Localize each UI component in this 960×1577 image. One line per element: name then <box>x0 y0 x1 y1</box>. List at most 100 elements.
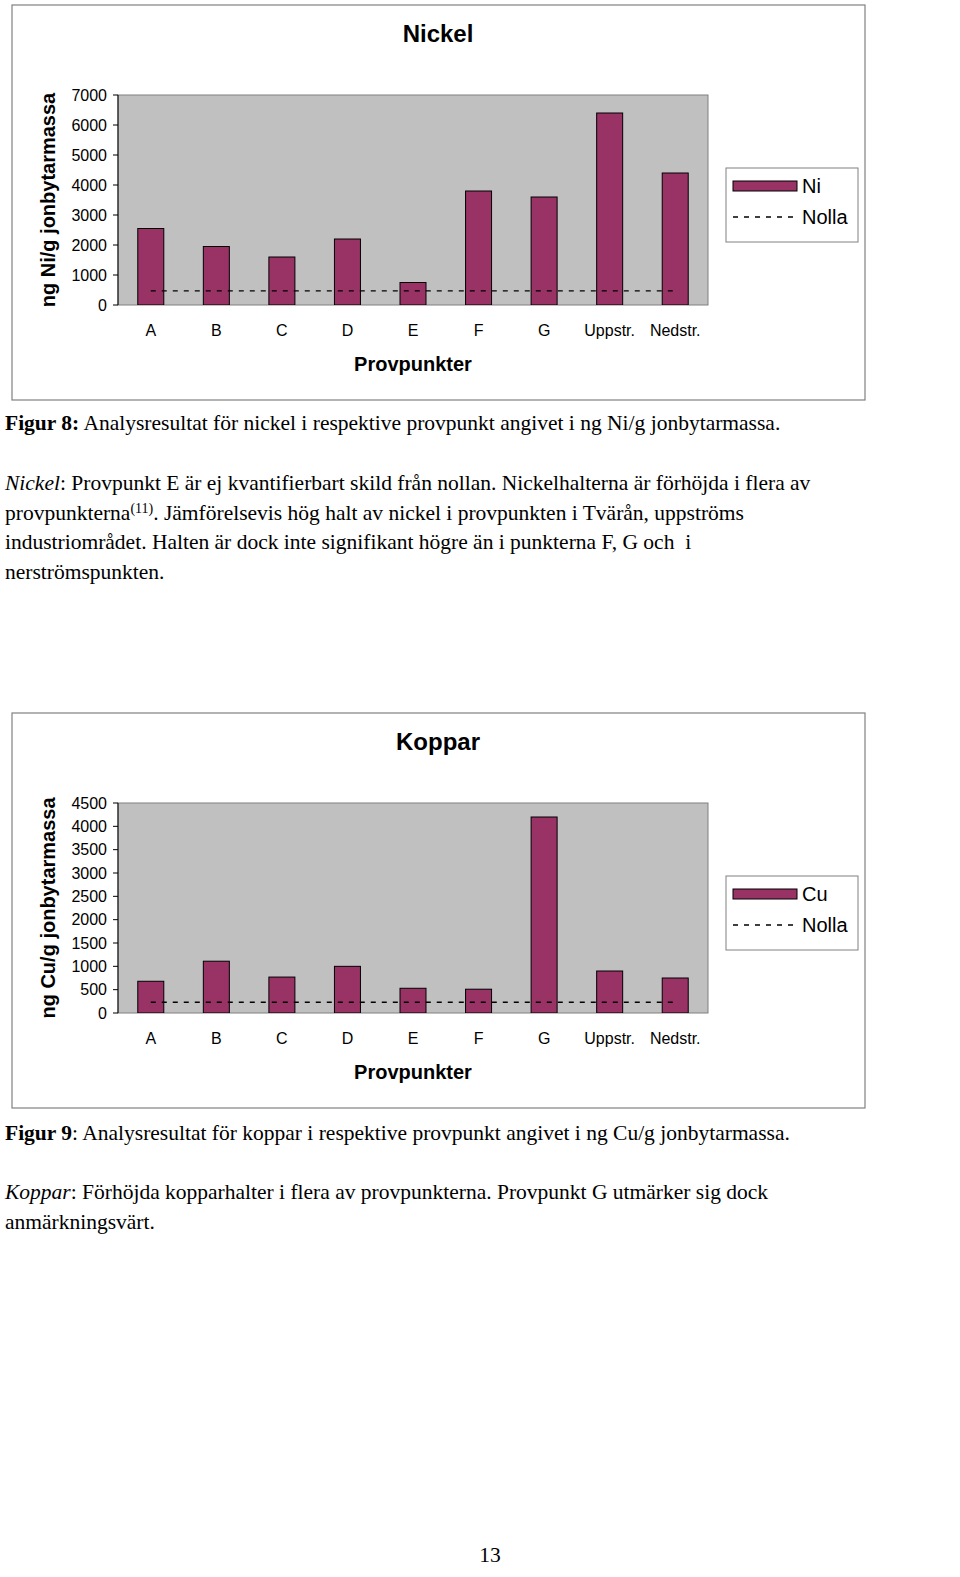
y-tick-label: 3000 <box>71 865 107 882</box>
x-tick-label: Uppstr. <box>584 1030 635 1047</box>
bar <box>597 113 623 305</box>
plot-area <box>118 95 708 305</box>
y-tick <box>113 943 118 944</box>
x-tick-label: G <box>538 1030 550 1047</box>
y-tick <box>113 185 118 186</box>
y-tick-label: 0 <box>98 297 107 314</box>
bar <box>334 966 360 1013</box>
legend-swatch <box>733 924 797 925</box>
bar <box>269 977 295 1013</box>
bar <box>531 197 557 305</box>
text-line: Figur 8: Analysresultat för nickel i res… <box>5 411 780 435</box>
x-tick-label: C <box>276 322 288 339</box>
y-tick <box>113 215 118 216</box>
y-tick-label: 1500 <box>71 935 107 952</box>
legend-swatch <box>733 889 797 899</box>
text-segment: nerströmspunkten. <box>5 560 164 584</box>
text-line: industriområdet. Halten är dock inte sig… <box>5 530 691 554</box>
y-tick-label: 1000 <box>71 958 107 975</box>
y-tick <box>113 803 118 804</box>
text-segment: anmärkningsvärt. <box>5 1210 155 1234</box>
y-tick <box>113 1013 118 1014</box>
y-tick <box>113 896 118 897</box>
y-tick <box>113 989 118 990</box>
x-tick-label: A <box>145 322 156 339</box>
legend-label: Cu <box>802 883 828 905</box>
legend-swatch <box>733 216 797 217</box>
y-tick <box>113 155 118 156</box>
text-segment: (11) <box>130 500 153 516</box>
chart-title: Nickel <box>403 20 474 47</box>
y-axis-title: ng Ni/g jonbytarmassa <box>37 92 59 307</box>
x-tick-label: D <box>342 322 354 339</box>
x-tick-label: B <box>211 1030 222 1047</box>
text-segment: Koppar <box>4 1180 71 1204</box>
text-segment: : Förhöjda kopparhalter i flera av provp… <box>71 1180 769 1204</box>
x-tick-label: Uppstr. <box>584 322 635 339</box>
x-tick-label: C <box>276 1030 288 1047</box>
legend-label: Nolla <box>802 914 848 936</box>
bar <box>400 283 426 306</box>
x-tick-label: Nedstr. <box>650 1030 701 1047</box>
marks <box>138 817 688 1013</box>
y-tick <box>113 125 118 126</box>
x-tick-label: G <box>538 322 550 339</box>
text-segment: industriområdet. Halten är dock inte sig… <box>5 530 691 554</box>
bar <box>662 173 688 305</box>
x-axis-title: Provpunkter <box>354 1061 472 1083</box>
y-axis <box>118 803 119 1013</box>
x-tick-label: F <box>474 322 484 339</box>
y-tick-label: 3000 <box>71 207 107 224</box>
y-tick-label: 6000 <box>71 117 107 134</box>
line <box>151 290 675 291</box>
chart-frame <box>12 5 865 400</box>
bar <box>400 988 426 1013</box>
bar <box>203 961 229 1013</box>
text-line: provpunkterna(11). Jämförelsevis hög hal… <box>5 500 744 525</box>
bar <box>531 817 557 1013</box>
y-tick <box>113 966 118 967</box>
x-tick-label: F <box>474 1030 484 1047</box>
x-tick-label: A <box>145 1030 156 1047</box>
bar <box>466 191 492 305</box>
text-line: Figur 9: Analysresultat för koppar i res… <box>5 1121 790 1145</box>
text-segment: Nickel <box>4 471 60 495</box>
text-segment: Figur 8: <box>5 411 79 435</box>
y-tick-label: 0 <box>98 1005 107 1022</box>
bar <box>138 229 164 306</box>
x-tick-label: E <box>408 322 419 339</box>
bar <box>597 971 623 1013</box>
legend <box>726 876 858 950</box>
x-axis-title: Provpunkter <box>354 353 472 375</box>
y-tick-label: 4000 <box>71 818 107 835</box>
y-axis-title: ng Cu/g jonbytarmassa <box>37 797 59 1019</box>
legend-label: Ni <box>802 175 821 197</box>
text-line: nerströmspunkten. <box>5 560 164 584</box>
text-line: Nickel: Provpunkt E är ej kvantifierbart… <box>4 471 811 495</box>
y-tick-label: 4500 <box>71 795 107 812</box>
legend-swatch <box>733 181 797 191</box>
text-segment: : Analysresultat för koppar i respektive… <box>72 1121 790 1145</box>
page-number: 13 <box>479 1543 501 1567</box>
text-segment: Figur 9 <box>5 1121 72 1145</box>
bar <box>269 257 295 305</box>
bar <box>662 978 688 1013</box>
y-tick-label: 5000 <box>71 147 107 164</box>
y-tick <box>113 245 118 246</box>
y-tick <box>113 849 118 850</box>
y-tick-label: 2000 <box>71 911 107 928</box>
text-segment: provpunkterna <box>5 501 131 525</box>
text-line: anmärkningsvärt. <box>5 1210 155 1234</box>
y-tick <box>113 826 118 827</box>
y-tick-label: 2500 <box>71 888 107 905</box>
y-tick-label: 1000 <box>71 267 107 284</box>
marks <box>138 113 688 305</box>
plot-area <box>118 803 708 1013</box>
y-tick-label: 2000 <box>71 237 107 254</box>
bar <box>334 239 360 305</box>
y-tick-label: 7000 <box>71 87 107 104</box>
x-tick-label: B <box>211 322 222 339</box>
y-tick-label: 3500 <box>71 841 107 858</box>
chart-title: Koppar <box>396 728 480 755</box>
x-tick-label: E <box>408 1030 419 1047</box>
